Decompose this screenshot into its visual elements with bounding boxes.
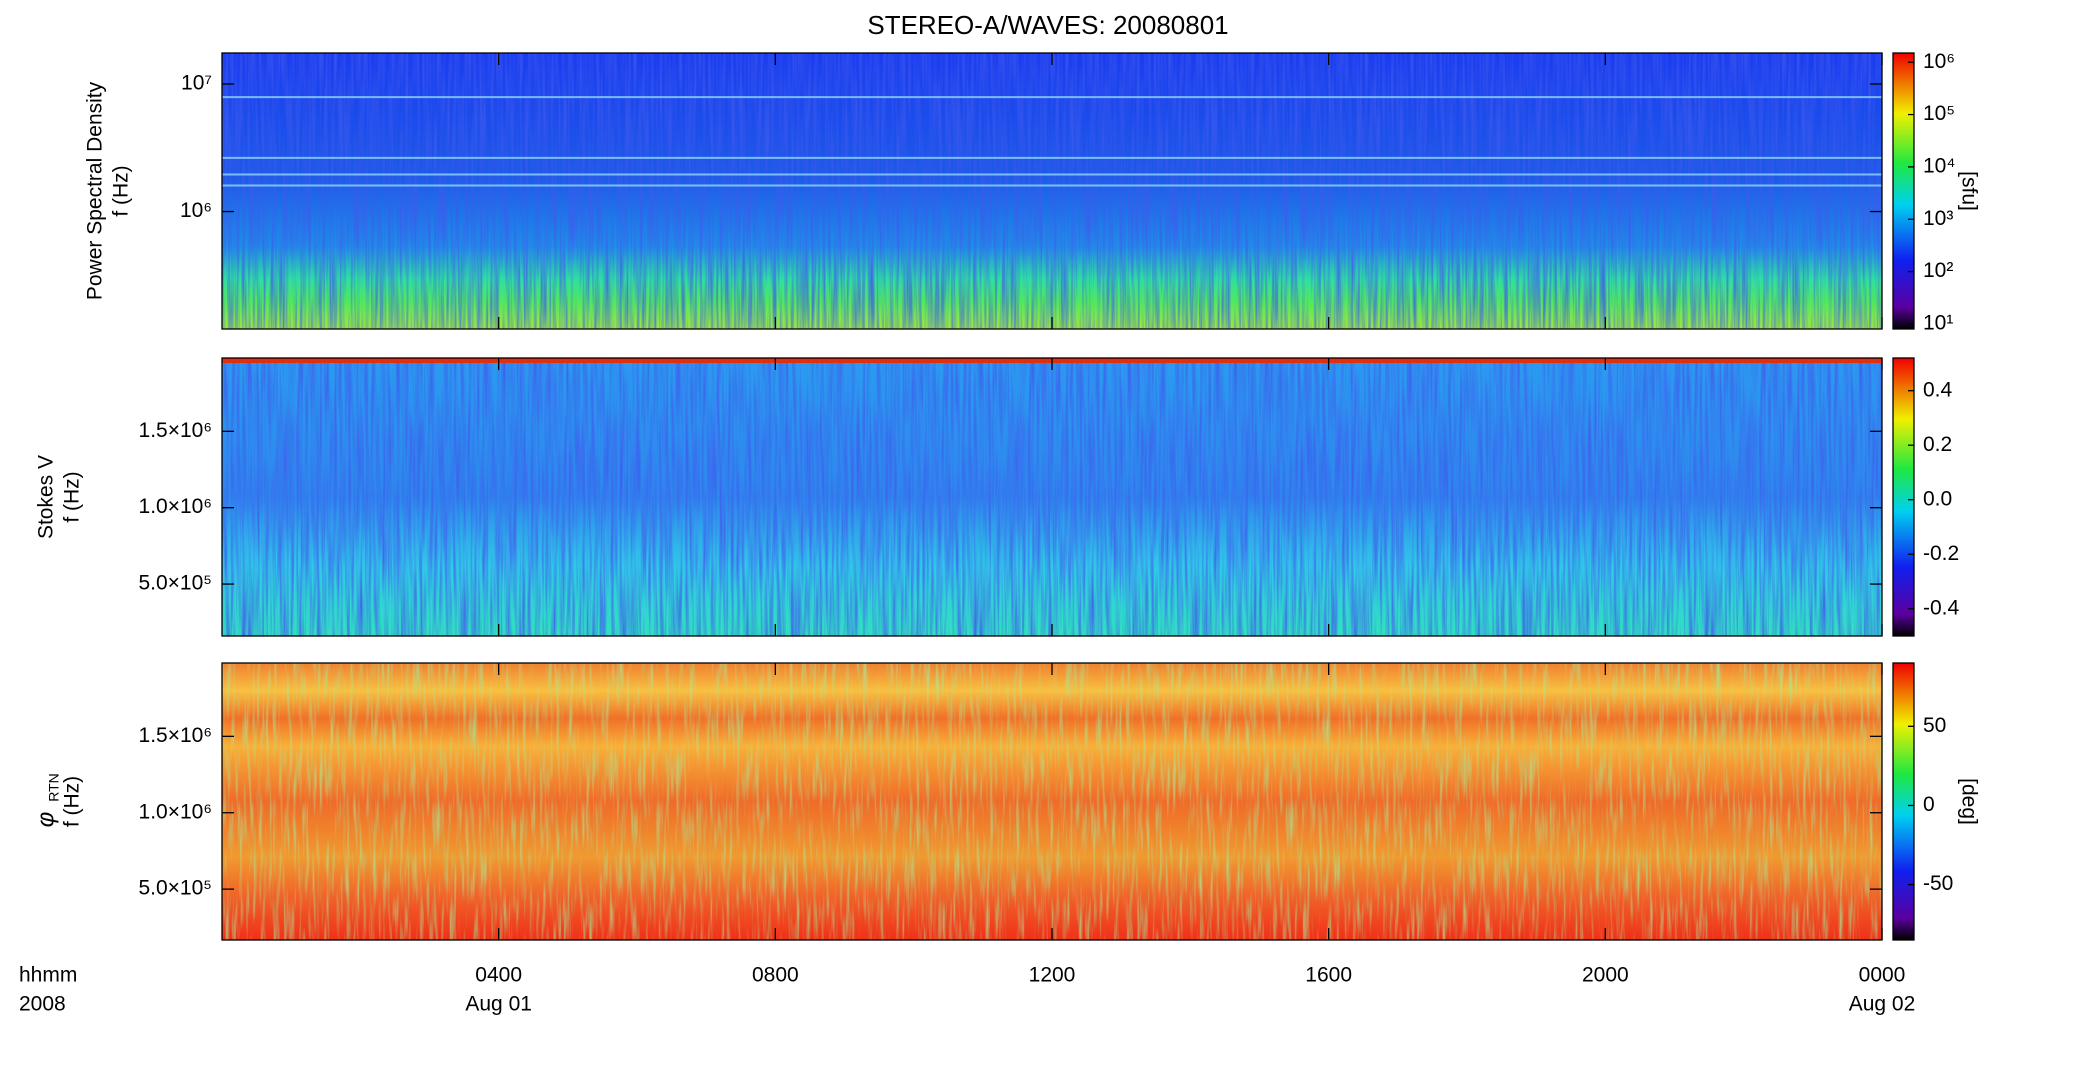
colorbar-label: [deg]: [1957, 778, 1980, 825]
colorbar: [1892, 52, 1915, 330]
spectrogram-texture: [222, 53, 1882, 329]
colorbar: [1892, 662, 1915, 941]
x-date-label: Aug 01: [465, 993, 532, 1016]
x-tick-label: 0000: [1859, 964, 1906, 987]
y-axis-label: f (Hz): [61, 776, 84, 827]
colorbar-tick-label: 10⁵: [1923, 102, 1955, 125]
spectrogram-texture: [222, 663, 1882, 940]
x-axis-label: hhmm: [19, 964, 77, 987]
x-tick-label: 1600: [1305, 964, 1352, 987]
colorbar-tick-label: 10³: [1923, 207, 1953, 230]
colorbar-tick-label: 10⁶: [1923, 50, 1955, 73]
x-date-label: Aug 02: [1849, 993, 1916, 1016]
y-axis-label: f (Hz): [110, 165, 133, 216]
colorbar-tick-label: 0.4: [1923, 378, 1953, 401]
y-tick-label: 1.0×10⁶: [139, 800, 212, 823]
colorbar-tick-label: -0.4: [1923, 596, 1960, 619]
spectrogram-texture: [222, 358, 1882, 636]
colorbar-tick-label: 0.0: [1923, 487, 1952, 510]
y-axis-label: Stokes V: [35, 455, 58, 539]
colorbar-tick-label: 0.2: [1923, 433, 1952, 456]
y-axis-label: φ: [32, 812, 59, 828]
colorbar-tick-label: 50: [1923, 714, 1946, 737]
y-tick-label: 1.5×10⁶: [139, 724, 212, 747]
colorbar-tick-label: 10²: [1923, 259, 1953, 282]
x-tick-label: 0800: [752, 964, 799, 987]
y-tick-label: 5.0×10⁵: [138, 572, 212, 595]
colorbar-tick-label: 10¹: [1923, 311, 1953, 334]
colorbar-tick-label: 0: [1923, 793, 1935, 816]
y-tick-label: 5.0×10⁵: [138, 877, 212, 900]
colorbar-label: [sfu]: [1957, 171, 1980, 211]
x-axis-year: 2008: [19, 993, 66, 1016]
colorbar-tick-label: -50: [1923, 872, 1953, 895]
x-tick-label: 2000: [1582, 964, 1629, 987]
y-axis-label: Power Spectral Density: [84, 81, 107, 300]
colorbar-tick-label: -0.2: [1923, 542, 1959, 565]
y-axis-label-subscript: RTN: [46, 773, 62, 802]
y-axis-label: f (Hz): [61, 471, 84, 522]
y-tick-label: 10⁷: [181, 72, 212, 95]
x-tick-label: 1200: [1029, 964, 1076, 987]
y-tick-label: 10⁶: [180, 199, 212, 222]
x-tick-label: 0400: [475, 964, 522, 987]
colorbar-tick-label: 10⁴: [1923, 154, 1955, 177]
y-tick-label: 1.5×10⁶: [139, 419, 212, 442]
y-tick-label: 1.0×10⁶: [139, 495, 212, 518]
colorbar: [1892, 357, 1915, 637]
chart-title: STEREO-A/WAVES: 20080801: [867, 10, 1228, 40]
